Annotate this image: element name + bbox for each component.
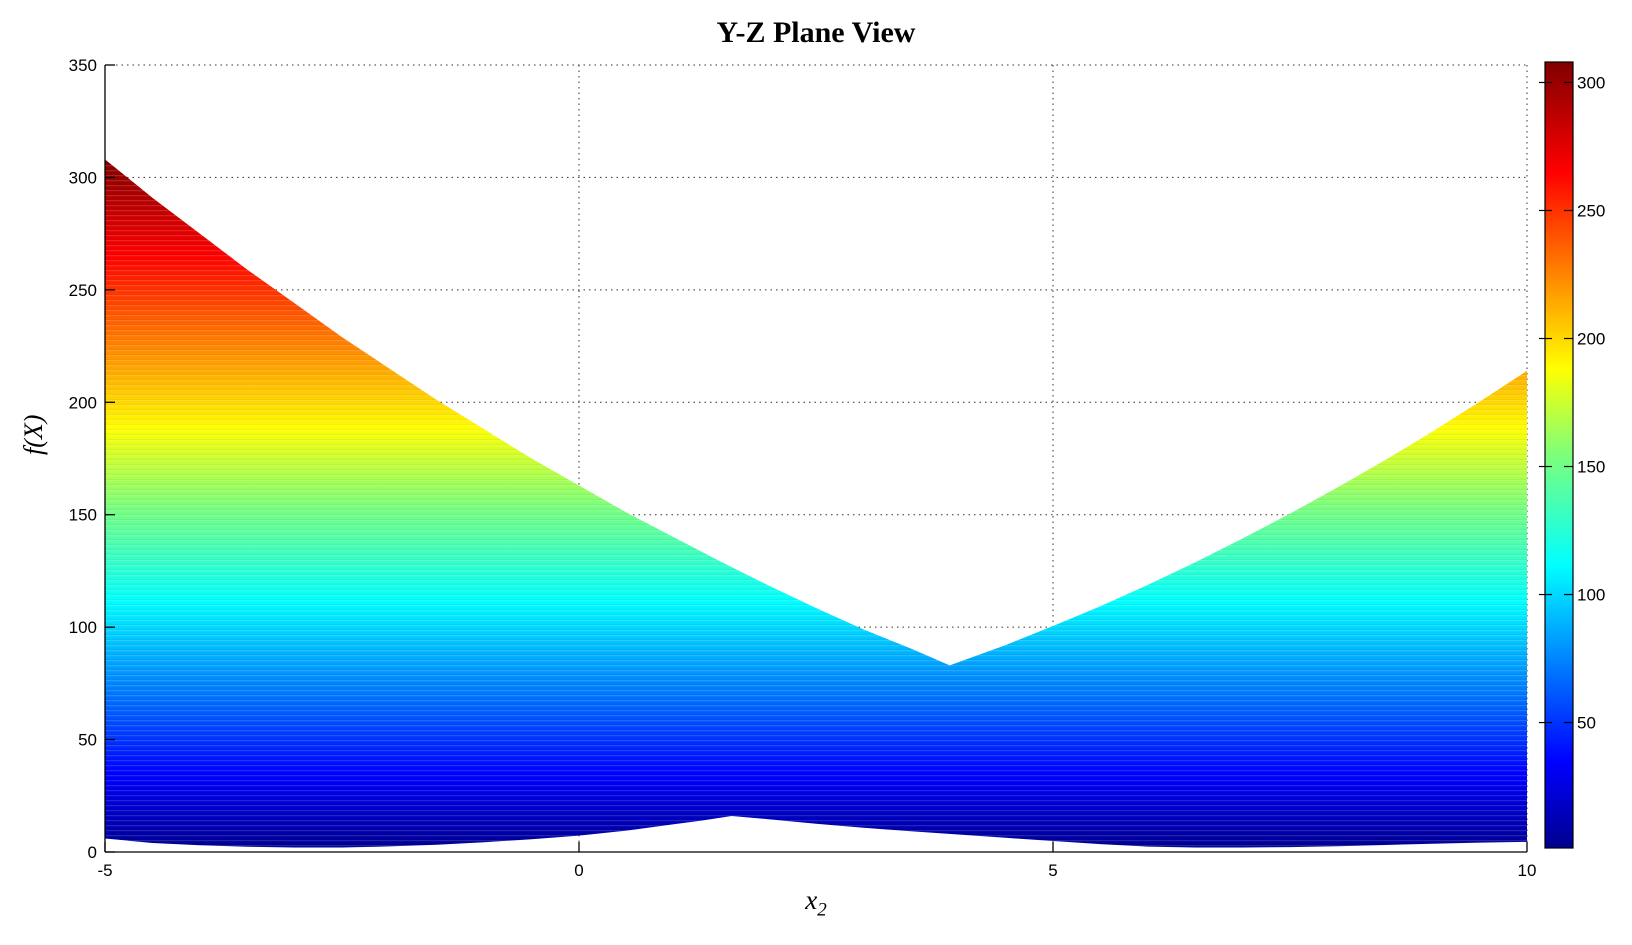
- surface-banding-overlay: [105, 159, 1527, 848]
- y-tick-label: 50: [78, 731, 97, 750]
- colorbar-tick-label: 150: [1577, 458, 1605, 477]
- y-tick-label: 350: [69, 56, 97, 75]
- colorbar: [1544, 61, 1574, 849]
- x-axis-label: x2: [105, 885, 1527, 921]
- y-tick-label: 200: [69, 393, 97, 412]
- x-axis-label-sub: 2: [817, 899, 827, 921]
- x-axis-label-base: x: [805, 885, 818, 915]
- colorbar-tick-label: 100: [1577, 586, 1605, 605]
- x-tick-label: -5: [97, 861, 112, 880]
- y-tick-label: 250: [69, 281, 97, 300]
- colorbar-tick-label: 200: [1577, 330, 1605, 349]
- colorbar-tick-label: 50: [1577, 714, 1596, 733]
- colorbar-tick-label: 250: [1577, 201, 1605, 220]
- y-tick-label: 0: [88, 843, 97, 862]
- x-tick-label: 5: [1048, 861, 1057, 880]
- colorbar-tick-label: 300: [1577, 73, 1605, 92]
- x-tick-label: 0: [574, 861, 583, 880]
- y-tick-label: 100: [69, 618, 97, 637]
- y-tick-label: 300: [69, 168, 97, 187]
- y-tick-label: 150: [69, 506, 97, 525]
- axes: [104, 64, 1528, 853]
- x-tick-label: 10: [1518, 861, 1537, 880]
- colorbar-ticks: [1539, 81, 1573, 724]
- chart-title: Y-Z Plane View: [716, 16, 916, 49]
